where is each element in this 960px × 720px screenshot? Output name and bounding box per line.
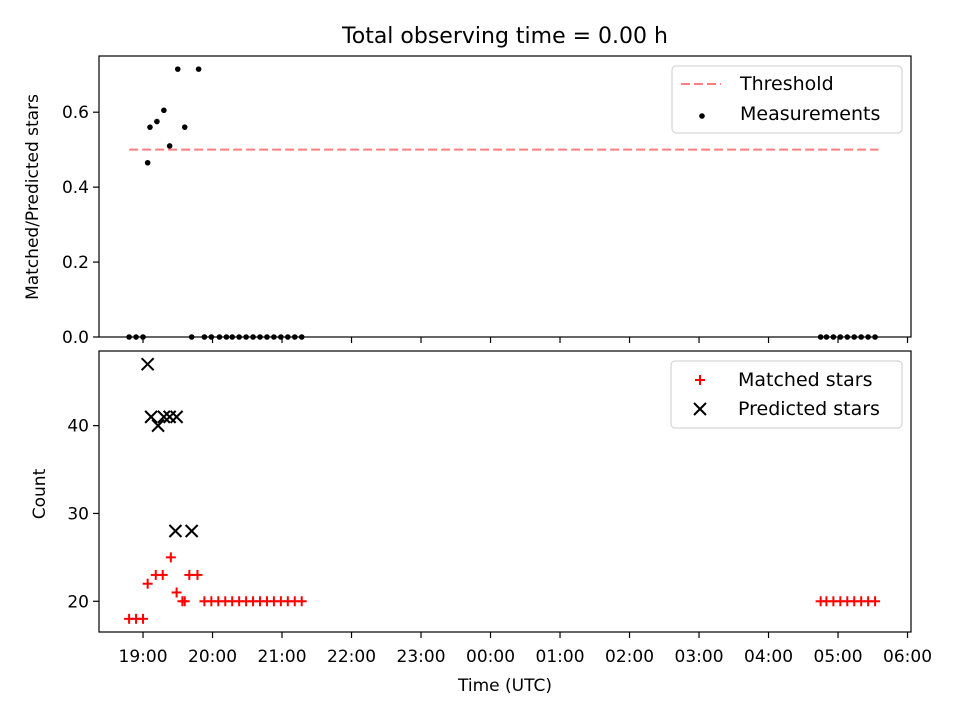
x-tick-label: 02:00 — [605, 647, 654, 667]
y-tick-label: 0.6 — [62, 103, 89, 123]
predicted-star-point — [140, 357, 155, 371]
legend-predicted-swatch — [693, 402, 707, 416]
matched-star-point — [142, 578, 153, 589]
measurement-point — [147, 124, 153, 130]
top-legend: Threshold Measurements — [671, 65, 903, 134]
bottom-ylabel: Count — [30, 468, 50, 519]
x-tick-label: 21:00 — [258, 647, 307, 667]
x-tick-label: 04:00 — [744, 647, 793, 667]
y-tick-label: 40 — [67, 417, 89, 437]
predicted-star-point — [157, 410, 171, 424]
y-tick-label: 0.0 — [62, 328, 89, 348]
x-tick-label: 23:00 — [397, 647, 446, 667]
matched-star-point — [157, 569, 168, 580]
bottom-xlabel: Time (UTC) — [457, 676, 552, 696]
x-tick-label: 22:00 — [327, 647, 376, 667]
measurement-point — [195, 66, 202, 72]
x-tick-label: 05:00 — [814, 647, 863, 667]
matched-star-point — [296, 596, 307, 607]
measurement-point — [154, 118, 160, 125]
y-tick-label: 0.2 — [62, 253, 89, 273]
x-tick-label: 19:00 — [119, 647, 168, 667]
legend-threshold-label: Threshold — [739, 73, 834, 95]
top-legend-box — [671, 65, 903, 134]
legend-matched-label: Matched stars — [738, 369, 872, 391]
predicted-star-point — [169, 410, 184, 424]
predicted-star-point — [144, 410, 158, 424]
y-tick-label: 20 — [67, 592, 89, 612]
bottom-plot-area — [124, 357, 881, 624]
x-tick-label: 06:00 — [883, 647, 932, 667]
top-ylabel: Matched/Predicted stars — [23, 94, 43, 300]
predicted-star-point — [151, 418, 165, 433]
figure-title: Total observing time = 0.00 h — [341, 24, 668, 49]
x-tick-label: 01:00 — [536, 647, 585, 667]
legend-matched-swatch — [695, 375, 705, 385]
bottom-x-ticks: 19:00 20:00 21:00 22:00 23:00 00:00 01:00 02:00… — [119, 632, 932, 667]
y-tick-label: 0.4 — [62, 178, 89, 198]
x-tick-label: 03:00 — [675, 647, 724, 667]
legend-predicted-label: Predicted stars — [738, 398, 880, 420]
measurement-point — [161, 107, 167, 114]
predicted-star-point — [184, 524, 199, 538]
measurement-point — [174, 66, 181, 72]
bottom-legend: Matched stars Predicted stars — [670, 360, 903, 429]
legend-measurements-swatch — [699, 113, 705, 119]
matched-star-point — [165, 552, 176, 563]
measurement-point — [166, 143, 173, 149]
measurement-point — [181, 124, 188, 130]
matched-star-point — [870, 596, 881, 607]
top-axes: Matched/Predicted stars 0.0 0.2 0.4 0.6 Thr… — [23, 55, 912, 348]
predicted-star-point — [162, 410, 177, 424]
top-y-ticks: 0.0 0.2 0.4 0.6 — [62, 103, 99, 348]
top-axes-frame — [98, 55, 912, 338]
matched-star-point — [138, 613, 149, 624]
matched-star-point — [171, 587, 182, 598]
y-tick-label: 30 — [67, 504, 89, 524]
bottom-axes-frame — [98, 350, 912, 633]
bottom-axes: Count 20 30 40 19:00 20:00 21:00 22:00 23:00 00… — [30, 350, 932, 696]
bottom-legend-box — [670, 360, 903, 429]
legend-measurements-label: Measurements — [740, 103, 880, 125]
x-tick-label: 20:00 — [188, 647, 237, 667]
bottom-y-ticks: 20 30 40 — [67, 417, 99, 612]
predicted-star-point — [168, 524, 183, 538]
matched-star-point — [179, 596, 190, 607]
matched-star-point — [192, 569, 203, 580]
measurement-point — [144, 159, 151, 166]
x-tick-label: 00:00 — [466, 647, 515, 667]
